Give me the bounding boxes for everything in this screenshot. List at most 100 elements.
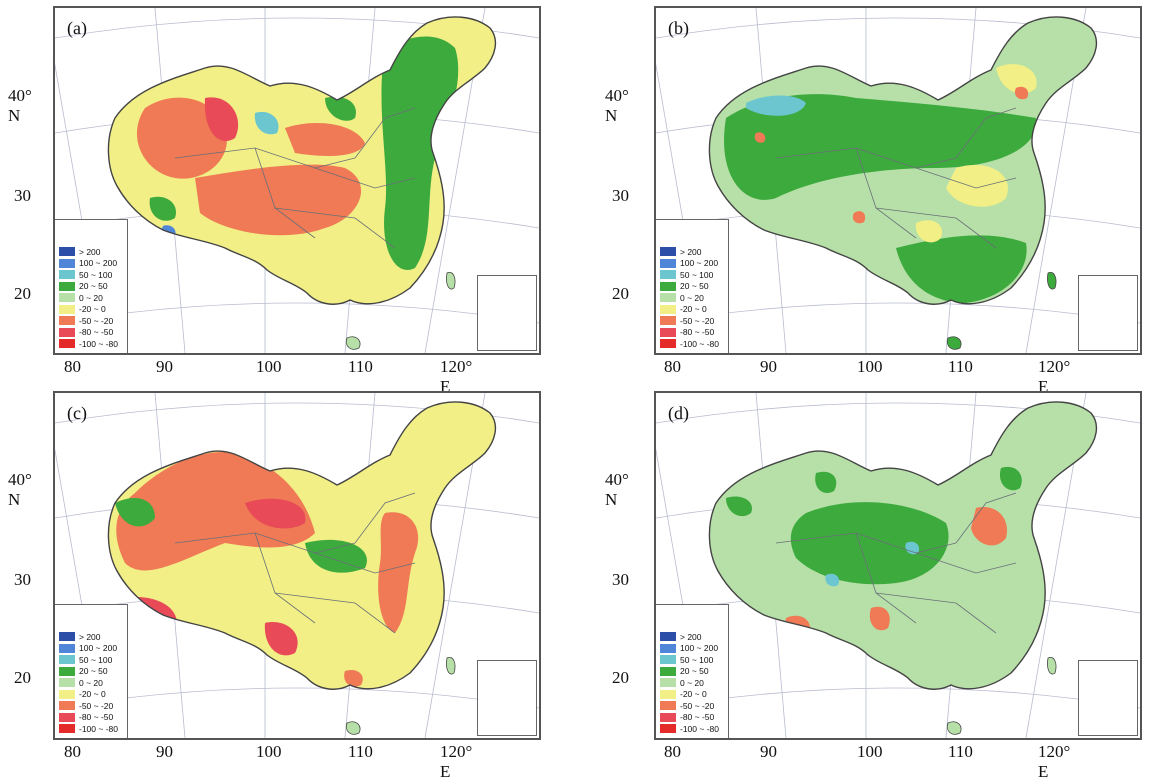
- lon-label-110: 110: [948, 357, 973, 376]
- legend-swatch: [660, 258, 676, 268]
- lon-label-120e: 120° E: [440, 742, 473, 781]
- legend-entry: 20 ~ 50: [59, 666, 108, 677]
- legend-swatch: [660, 724, 676, 733]
- legend-swatch: [59, 339, 75, 348]
- anomaly-region: [946, 164, 1008, 207]
- anomaly-region: [746, 95, 806, 116]
- legend-swatch: [59, 316, 75, 325]
- legend-label: -80 ~ -50: [680, 327, 715, 337]
- anomaly-region: [136, 97, 227, 179]
- legend-d: > 200 100 ~ 200 50 ~ 100 20 ~ 50 0 ~ 20 -20 ~…: [656, 604, 729, 738]
- legend-swatch: [59, 247, 75, 256]
- lat-label-30: 30: [14, 186, 31, 205]
- legend-label: -20 ~ 0: [79, 689, 106, 699]
- province-boundary: [314, 167, 416, 189]
- panel-label-c: (c): [67, 403, 87, 423]
- anomaly-region: [1014, 86, 1029, 100]
- lat-label-20: 20: [612, 284, 629, 303]
- legend-entry: 0 ~ 20: [59, 292, 103, 303]
- legend-swatch: [660, 689, 676, 699]
- province-boundary: [174, 147, 356, 169]
- lon-label-110: 110: [348, 742, 373, 761]
- province-boundary: [875, 592, 997, 634]
- anomaly-region: [724, 94, 1037, 200]
- legend-entry: -100 ~ -80: [660, 338, 719, 349]
- lon-label-80: 80: [64, 357, 81, 376]
- anomaly-region: [790, 502, 949, 585]
- lat-label-30: 30: [612, 570, 629, 589]
- lat-label-40: 40° N: [8, 470, 32, 509]
- province-boundary: [354, 107, 416, 159]
- legend-label: 100 ~ 200: [680, 258, 719, 268]
- legend-label: 0 ~ 20: [79, 677, 103, 688]
- legend-entry: > 200: [59, 246, 101, 257]
- legend-entry: 50 ~ 100: [660, 269, 713, 280]
- legend-swatch: [59, 666, 75, 676]
- legend-entry: > 200: [59, 631, 101, 642]
- anomaly-region: [815, 471, 837, 493]
- panel-label-b: (b): [668, 18, 689, 38]
- province-boundary: [354, 492, 416, 544]
- province-boundary: [915, 167, 1017, 189]
- anomaly-region: [204, 97, 239, 142]
- legend-entry: 50 ~ 100: [59, 654, 112, 665]
- lat-label-40: 40° N: [605, 470, 629, 509]
- legend-label: 50 ~ 100: [79, 654, 113, 665]
- legend-swatch: [660, 316, 676, 325]
- legend-entry: 0 ~ 20: [660, 292, 704, 303]
- hainan-island: [946, 336, 962, 350]
- legend-entry: -80 ~ -50: [59, 712, 113, 723]
- lat-label-40: 40° N: [8, 86, 32, 125]
- lon-label-90: 90: [156, 742, 173, 761]
- legend-label: 100 ~ 200: [79, 258, 118, 268]
- legend-label: -20 ~ 0: [79, 304, 106, 314]
- legend-label: -80 ~ -50: [680, 712, 715, 722]
- legend-label: 50 ~ 100: [680, 654, 714, 665]
- legend-entry: -80 ~ -50: [660, 327, 714, 338]
- country-outline: [107, 16, 497, 305]
- anomaly-region: [149, 196, 176, 221]
- lon-label-80: 80: [664, 357, 681, 376]
- legend-label: -20 ~ 0: [680, 689, 707, 699]
- country-outline: [708, 16, 1098, 305]
- legend-label: -50 ~ -20: [680, 315, 715, 326]
- anomaly-region: [999, 466, 1022, 491]
- province-boundary: [875, 207, 997, 249]
- anomaly-region: [726, 496, 752, 517]
- legend-entry: -50 ~ -20: [660, 315, 714, 326]
- anomaly-region: [285, 123, 365, 156]
- legend-swatch: [59, 712, 75, 722]
- legend-swatch: [660, 304, 676, 314]
- legend-swatch: [660, 643, 676, 653]
- anomaly-region: [852, 211, 866, 224]
- map-frame-d: (d) > 200 100 ~ 200 50 ~ 100 20 ~ 50 0 ~ 20-…: [654, 391, 1142, 740]
- legend-a: > 200 100 ~ 200 50 ~ 100 20 ~ 50 0 ~ 20 -20 ~…: [55, 219, 128, 353]
- legend-entry: -100 ~ -80: [59, 338, 118, 349]
- panel-label-a: (a): [67, 18, 87, 38]
- anomaly-regions: [136, 36, 459, 270]
- legend-label: 20 ~ 50: [680, 281, 709, 291]
- hainan-island: [345, 721, 361, 735]
- legend-swatch: [59, 270, 75, 279]
- legend-swatch: [59, 701, 75, 710]
- legend-label: 50 ~ 100: [79, 269, 113, 280]
- legend-label: -100 ~ -80: [680, 338, 719, 349]
- lat-label-30: 30: [612, 186, 629, 205]
- legend-swatch: [660, 678, 676, 687]
- legend-swatch: [660, 293, 676, 302]
- lon-label-80: 80: [664, 742, 681, 761]
- anomaly-region: [971, 507, 1007, 546]
- anomaly-region: [245, 498, 306, 529]
- lon-label-100: 100: [857, 357, 883, 376]
- anomaly-region: [259, 671, 285, 690]
- legend-label: 0 ~ 20: [680, 292, 704, 303]
- legend-c: > 200 100 ~ 200 50 ~ 100 20 ~ 50 0 ~ 20 -20 ~…: [55, 604, 128, 738]
- hainan-island: [345, 336, 361, 350]
- anomaly-region: [264, 622, 298, 656]
- province-boundary: [775, 532, 957, 554]
- legend-entry: > 200: [660, 246, 702, 257]
- legend-entry: -50 ~ -20: [59, 315, 113, 326]
- taiwan-island: [1047, 271, 1057, 290]
- legend-swatch: [59, 304, 75, 314]
- legend-label: -50 ~ -20: [79, 315, 114, 326]
